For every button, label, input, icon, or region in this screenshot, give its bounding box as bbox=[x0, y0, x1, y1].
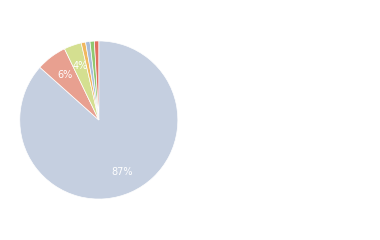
Wedge shape bbox=[81, 42, 99, 120]
Text: 4%: 4% bbox=[72, 61, 88, 71]
Wedge shape bbox=[86, 42, 99, 120]
Text: 87%: 87% bbox=[111, 167, 133, 177]
Wedge shape bbox=[65, 43, 99, 120]
Legend: Centre for Biodiversity
Genomics [97], Canadian Centre for DNA
Barcoding [7], We: Centre for Biodiversity Genomics [97], C… bbox=[195, 5, 375, 119]
Wedge shape bbox=[20, 41, 178, 199]
Text: 6%: 6% bbox=[57, 70, 72, 79]
Wedge shape bbox=[40, 49, 99, 120]
Wedge shape bbox=[90, 41, 99, 120]
Wedge shape bbox=[94, 41, 99, 120]
